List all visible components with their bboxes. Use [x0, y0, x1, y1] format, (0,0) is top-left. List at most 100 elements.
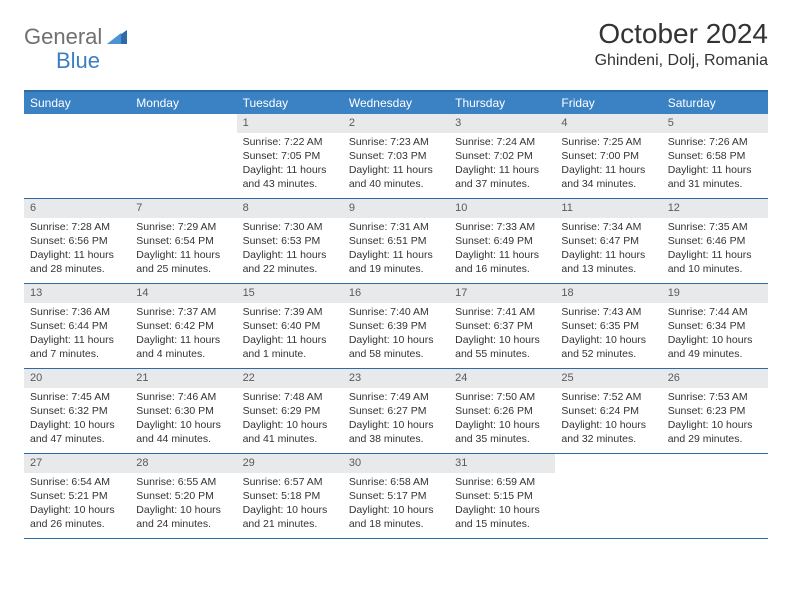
day-cell: 27Sunrise: 6:54 AMSunset: 5:21 PMDayligh… — [24, 454, 130, 538]
sunrise-text: Sunrise: 7:53 AM — [668, 390, 762, 404]
sunrise-text: Sunrise: 7:35 AM — [668, 220, 762, 234]
sunrise-text: Sunrise: 7:39 AM — [243, 305, 337, 319]
day-cell: 12Sunrise: 7:35 AMSunset: 6:46 PMDayligh… — [662, 199, 768, 283]
day-body: Sunrise: 7:40 AMSunset: 6:39 PMDaylight:… — [343, 303, 449, 366]
day-number: 2 — [343, 114, 449, 133]
location-label: Ghindeni, Dolj, Romania — [595, 52, 768, 70]
day-header: Tuesday — [237, 92, 343, 114]
day-number: 26 — [662, 369, 768, 388]
calendar-page: General October 2024 Ghindeni, Dolj, Rom… — [0, 0, 792, 557]
sunset-text: Sunset: 6:26 PM — [455, 404, 549, 418]
title-block: October 2024 Ghindeni, Dolj, Romania — [595, 18, 768, 70]
day-cell: 7Sunrise: 7:29 AMSunset: 6:54 PMDaylight… — [130, 199, 236, 283]
sunset-text: Sunset: 5:21 PM — [30, 489, 124, 503]
daylight-text: Daylight: 10 hours and 18 minutes. — [349, 503, 443, 531]
sunset-text: Sunset: 6:27 PM — [349, 404, 443, 418]
daylight-text: Daylight: 10 hours and 29 minutes. — [668, 418, 762, 446]
sunset-text: Sunset: 6:51 PM — [349, 234, 443, 248]
sunset-text: Sunset: 6:35 PM — [561, 319, 655, 333]
daylight-text: Daylight: 11 hours and 43 minutes. — [243, 163, 337, 191]
day-cell: 19Sunrise: 7:44 AMSunset: 6:34 PMDayligh… — [662, 284, 768, 368]
logo-triangle-icon — [107, 28, 127, 49]
sunrise-text: Sunrise: 7:49 AM — [349, 390, 443, 404]
day-cell: 28Sunrise: 6:55 AMSunset: 5:20 PMDayligh… — [130, 454, 236, 538]
sunset-text: Sunset: 5:20 PM — [136, 489, 230, 503]
day-cell — [555, 454, 661, 538]
sunset-text: Sunset: 6:42 PM — [136, 319, 230, 333]
day-body: Sunrise: 7:36 AMSunset: 6:44 PMDaylight:… — [24, 303, 130, 366]
day-number: 9 — [343, 199, 449, 218]
sunrise-text: Sunrise: 7:45 AM — [30, 390, 124, 404]
daylight-text: Daylight: 11 hours and 4 minutes. — [136, 333, 230, 361]
daylight-text: Daylight: 10 hours and 38 minutes. — [349, 418, 443, 446]
sunset-text: Sunset: 6:56 PM — [30, 234, 124, 248]
day-cell — [24, 114, 130, 198]
day-body: Sunrise: 6:55 AMSunset: 5:20 PMDaylight:… — [130, 473, 236, 536]
day-number: 23 — [343, 369, 449, 388]
day-body: Sunrise: 7:29 AMSunset: 6:54 PMDaylight:… — [130, 218, 236, 281]
day-cell: 24Sunrise: 7:50 AMSunset: 6:26 PMDayligh… — [449, 369, 555, 453]
day-body: Sunrise: 7:37 AMSunset: 6:42 PMDaylight:… — [130, 303, 236, 366]
daylight-text: Daylight: 11 hours and 31 minutes. — [668, 163, 762, 191]
day-number: 1 — [237, 114, 343, 133]
sunrise-text: Sunrise: 7:23 AM — [349, 135, 443, 149]
sunrise-text: Sunrise: 7:40 AM — [349, 305, 443, 319]
day-header: Thursday — [449, 92, 555, 114]
logo: General — [24, 24, 129, 50]
day-body: Sunrise: 6:57 AMSunset: 5:18 PMDaylight:… — [237, 473, 343, 536]
day-body: Sunrise: 6:54 AMSunset: 5:21 PMDaylight:… — [24, 473, 130, 536]
day-body: Sunrise: 7:43 AMSunset: 6:35 PMDaylight:… — [555, 303, 661, 366]
day-number: 11 — [555, 199, 661, 218]
week-row: 6Sunrise: 7:28 AMSunset: 6:56 PMDaylight… — [24, 199, 768, 284]
day-body: Sunrise: 7:23 AMSunset: 7:03 PMDaylight:… — [343, 133, 449, 196]
day-body: Sunrise: 7:39 AMSunset: 6:40 PMDaylight:… — [237, 303, 343, 366]
daylight-text: Daylight: 11 hours and 10 minutes. — [668, 248, 762, 276]
sunrise-text: Sunrise: 7:22 AM — [243, 135, 337, 149]
day-body: Sunrise: 7:45 AMSunset: 6:32 PMDaylight:… — [24, 388, 130, 451]
daylight-text: Daylight: 10 hours and 49 minutes. — [668, 333, 762, 361]
week-row: 1Sunrise: 7:22 AMSunset: 7:05 PMDaylight… — [24, 114, 768, 199]
day-body: Sunrise: 7:52 AMSunset: 6:24 PMDaylight:… — [555, 388, 661, 451]
day-number: 4 — [555, 114, 661, 133]
daylight-text: Daylight: 11 hours and 25 minutes. — [136, 248, 230, 276]
sunrise-text: Sunrise: 7:50 AM — [455, 390, 549, 404]
sunrise-text: Sunrise: 7:29 AM — [136, 220, 230, 234]
sunrise-text: Sunrise: 7:44 AM — [668, 305, 762, 319]
day-body: Sunrise: 7:44 AMSunset: 6:34 PMDaylight:… — [662, 303, 768, 366]
day-cell: 9Sunrise: 7:31 AMSunset: 6:51 PMDaylight… — [343, 199, 449, 283]
sunset-text: Sunset: 6:37 PM — [455, 319, 549, 333]
day-cell: 21Sunrise: 7:46 AMSunset: 6:30 PMDayligh… — [130, 369, 236, 453]
sunrise-text: Sunrise: 7:31 AM — [349, 220, 443, 234]
day-number: 25 — [555, 369, 661, 388]
sunset-text: Sunset: 5:17 PM — [349, 489, 443, 503]
day-number: 15 — [237, 284, 343, 303]
day-cell: 26Sunrise: 7:53 AMSunset: 6:23 PMDayligh… — [662, 369, 768, 453]
daylight-text: Daylight: 10 hours and 41 minutes. — [243, 418, 337, 446]
day-number: 14 — [130, 284, 236, 303]
daylight-text: Daylight: 11 hours and 37 minutes. — [455, 163, 549, 191]
day-cell — [662, 454, 768, 538]
day-cell: 16Sunrise: 7:40 AMSunset: 6:39 PMDayligh… — [343, 284, 449, 368]
day-cell: 23 Sunrise: 7:49 AMSunset: 6:27 PMDayligh… — [343, 369, 449, 453]
sunset-text: Sunset: 7:03 PM — [349, 149, 443, 163]
sunrise-text: Sunrise: 7:41 AM — [455, 305, 549, 319]
daylight-text: Daylight: 11 hours and 28 minutes. — [30, 248, 124, 276]
day-body: Sunrise: 7:24 AMSunset: 7:02 PMDaylight:… — [449, 133, 555, 196]
daylight-text: Daylight: 11 hours and 7 minutes. — [30, 333, 124, 361]
daylight-text: Daylight: 11 hours and 40 minutes. — [349, 163, 443, 191]
day-number: 13 — [24, 284, 130, 303]
day-header: Wednesday — [343, 92, 449, 114]
day-cell: 14Sunrise: 7:37 AMSunset: 6:42 PMDayligh… — [130, 284, 236, 368]
day-number: 24 — [449, 369, 555, 388]
day-number: 21 — [130, 369, 236, 388]
sunset-text: Sunset: 7:00 PM — [561, 149, 655, 163]
day-body: Sunrise: 7:50 AMSunset: 6:26 PMDaylight:… — [449, 388, 555, 451]
day-cell: 10Sunrise: 7:33 AMSunset: 6:49 PMDayligh… — [449, 199, 555, 283]
sunrise-text: Sunrise: 6:59 AM — [455, 475, 549, 489]
daylight-text: Daylight: 10 hours and 55 minutes. — [455, 333, 549, 361]
daylight-text: Daylight: 10 hours and 26 minutes. — [30, 503, 124, 531]
sunset-text: Sunset: 6:30 PM — [136, 404, 230, 418]
month-title: October 2024 — [595, 18, 768, 50]
sunset-text: Sunset: 6:32 PM — [30, 404, 124, 418]
sunrise-text: Sunrise: 7:24 AM — [455, 135, 549, 149]
